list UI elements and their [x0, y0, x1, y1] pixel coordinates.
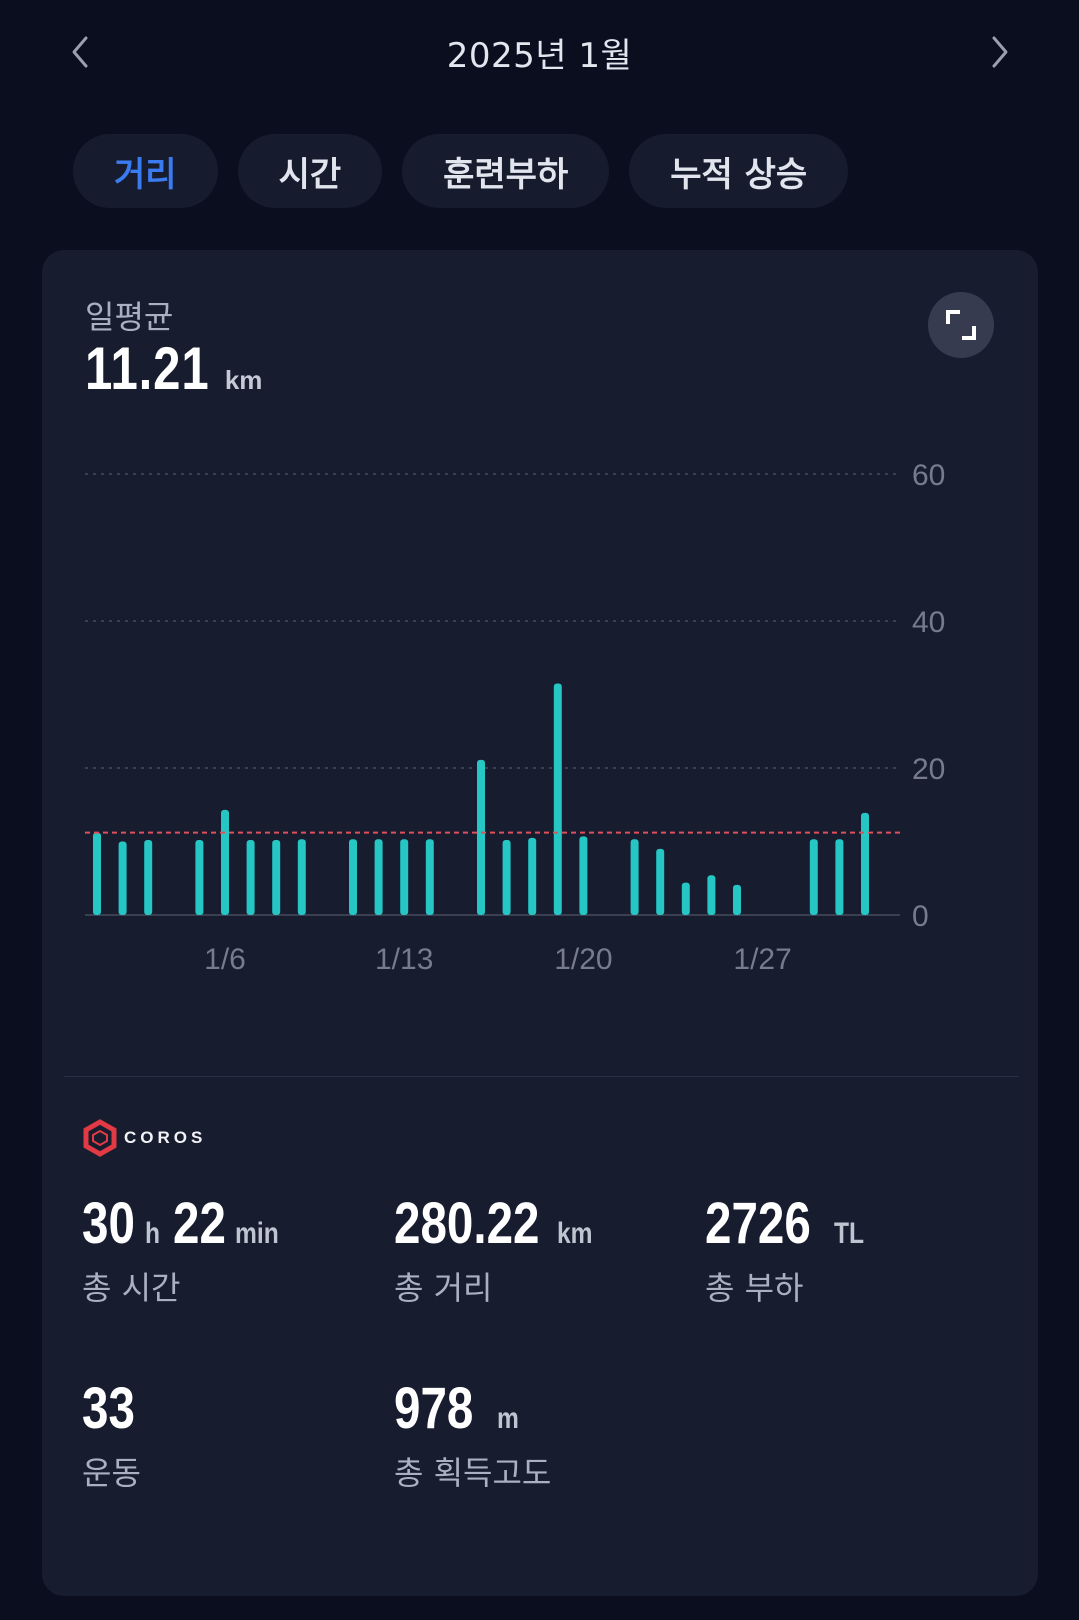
chart-bar	[835, 839, 844, 915]
chart-bar	[707, 875, 716, 915]
daily-average-value: 11.21	[85, 335, 210, 402]
x-tick-label: 1/13	[375, 943, 433, 976]
chart-bar	[144, 840, 153, 915]
chart-bar	[425, 839, 434, 915]
x-tick-label: 1/20	[554, 943, 612, 976]
stat-total-time-label: 총 시간	[82, 1269, 181, 1307]
stat-total-load-label: 총 부하	[705, 1269, 804, 1307]
chart-bar	[502, 840, 511, 915]
stat-elevation-value: 978	[394, 1376, 474, 1441]
tab-training-load[interactable]: 훈련부하	[402, 134, 610, 208]
chart-bar	[528, 837, 537, 915]
x-tick-label: 1/6	[204, 943, 246, 976]
daily-average-unit: km	[224, 365, 263, 395]
stat-total-load: 2726 TL 총 부하	[705, 1190, 871, 1309]
stat-load-value: 2726	[705, 1191, 811, 1256]
chevron-left-icon	[72, 36, 88, 68]
chart-bar	[733, 884, 741, 915]
metric-tabs: 거리 시간 훈련부하 누적 상승	[73, 134, 849, 208]
stat-workouts-value: 33	[82, 1376, 135, 1441]
stat-elevation-gain: 978 m 총 획득고도	[394, 1375, 551, 1494]
chart-bar	[93, 832, 101, 915]
stat-load-unit: TL	[834, 1217, 865, 1250]
stat-elevation-unit: m	[496, 1402, 519, 1435]
expand-icon	[946, 310, 976, 340]
tab-elevation-gain[interactable]: 누적 상승	[629, 134, 849, 208]
stat-total-distance-label: 총 거리	[394, 1269, 493, 1307]
expand-button[interactable]	[928, 292, 994, 358]
stat-workouts-label: 운동	[82, 1454, 141, 1492]
stat-distance-unit: km	[557, 1217, 593, 1250]
chart-bar	[349, 839, 357, 915]
chart-card: 일평균 11.21 km 0 20 40 60 1/6 1/13 1/20 1/27 CORO…	[42, 250, 1038, 1596]
tab-time[interactable]: 시간	[237, 134, 383, 208]
y-tick-label: 20	[912, 753, 945, 786]
chart-bar	[272, 840, 281, 915]
chart-bar	[681, 882, 690, 915]
stat-time-hours: 30	[82, 1191, 135, 1256]
month-title: 2025년 1월	[446, 36, 633, 76]
distance-bar-chart: 0 20 40 60 1/6 1/13 1/20 1/27	[85, 459, 945, 976]
daily-average: 11.21 km	[85, 334, 262, 403]
chart-bar	[118, 841, 127, 915]
chart-bar	[195, 840, 204, 915]
y-tick-label: 0	[912, 900, 929, 933]
chart-bar	[246, 840, 255, 915]
chart-bar	[630, 839, 639, 915]
brand-name: COROS	[124, 1128, 207, 1147]
chart-bar	[553, 683, 562, 915]
chart-bar	[579, 836, 588, 915]
y-tick-label: 60	[912, 459, 945, 492]
stat-workouts: 33 운동	[82, 1375, 147, 1494]
next-month-button[interactable]	[978, 30, 1022, 74]
chart-bar	[656, 848, 665, 915]
chart-bar	[374, 839, 383, 915]
chart-bar	[400, 839, 409, 915]
chart-bar	[477, 759, 485, 915]
brand: COROS	[82, 1119, 206, 1157]
divider	[64, 1076, 1018, 1077]
chevron-right-icon	[992, 36, 1008, 68]
chart-bar	[297, 839, 306, 915]
stat-total-distance: 280.22 km 총 거리	[394, 1190, 601, 1309]
chart-bar	[221, 809, 229, 915]
stat-elevation-gain-label: 총 획득고도	[394, 1454, 552, 1492]
y-tick-label: 40	[912, 606, 945, 639]
daily-average-label: 일평균	[85, 298, 174, 336]
chart-bar	[809, 839, 818, 915]
header: 2025년 1월	[0, 0, 1079, 110]
stat-time-minutes: 22	[172, 1191, 226, 1256]
prev-month-button[interactable]	[58, 30, 102, 74]
tab-distance[interactable]: 거리	[73, 134, 218, 208]
coros-logo-icon	[83, 1119, 117, 1157]
x-tick-label: 1/27	[733, 943, 791, 976]
chart-bar	[861, 812, 869, 915]
stat-time-hours-unit: h	[144, 1217, 160, 1250]
stat-distance-value: 280.22	[394, 1191, 540, 1256]
stat-total-time: 30 h 22 min 총 시간	[82, 1190, 289, 1309]
stat-time-minutes-unit: min	[235, 1217, 280, 1250]
